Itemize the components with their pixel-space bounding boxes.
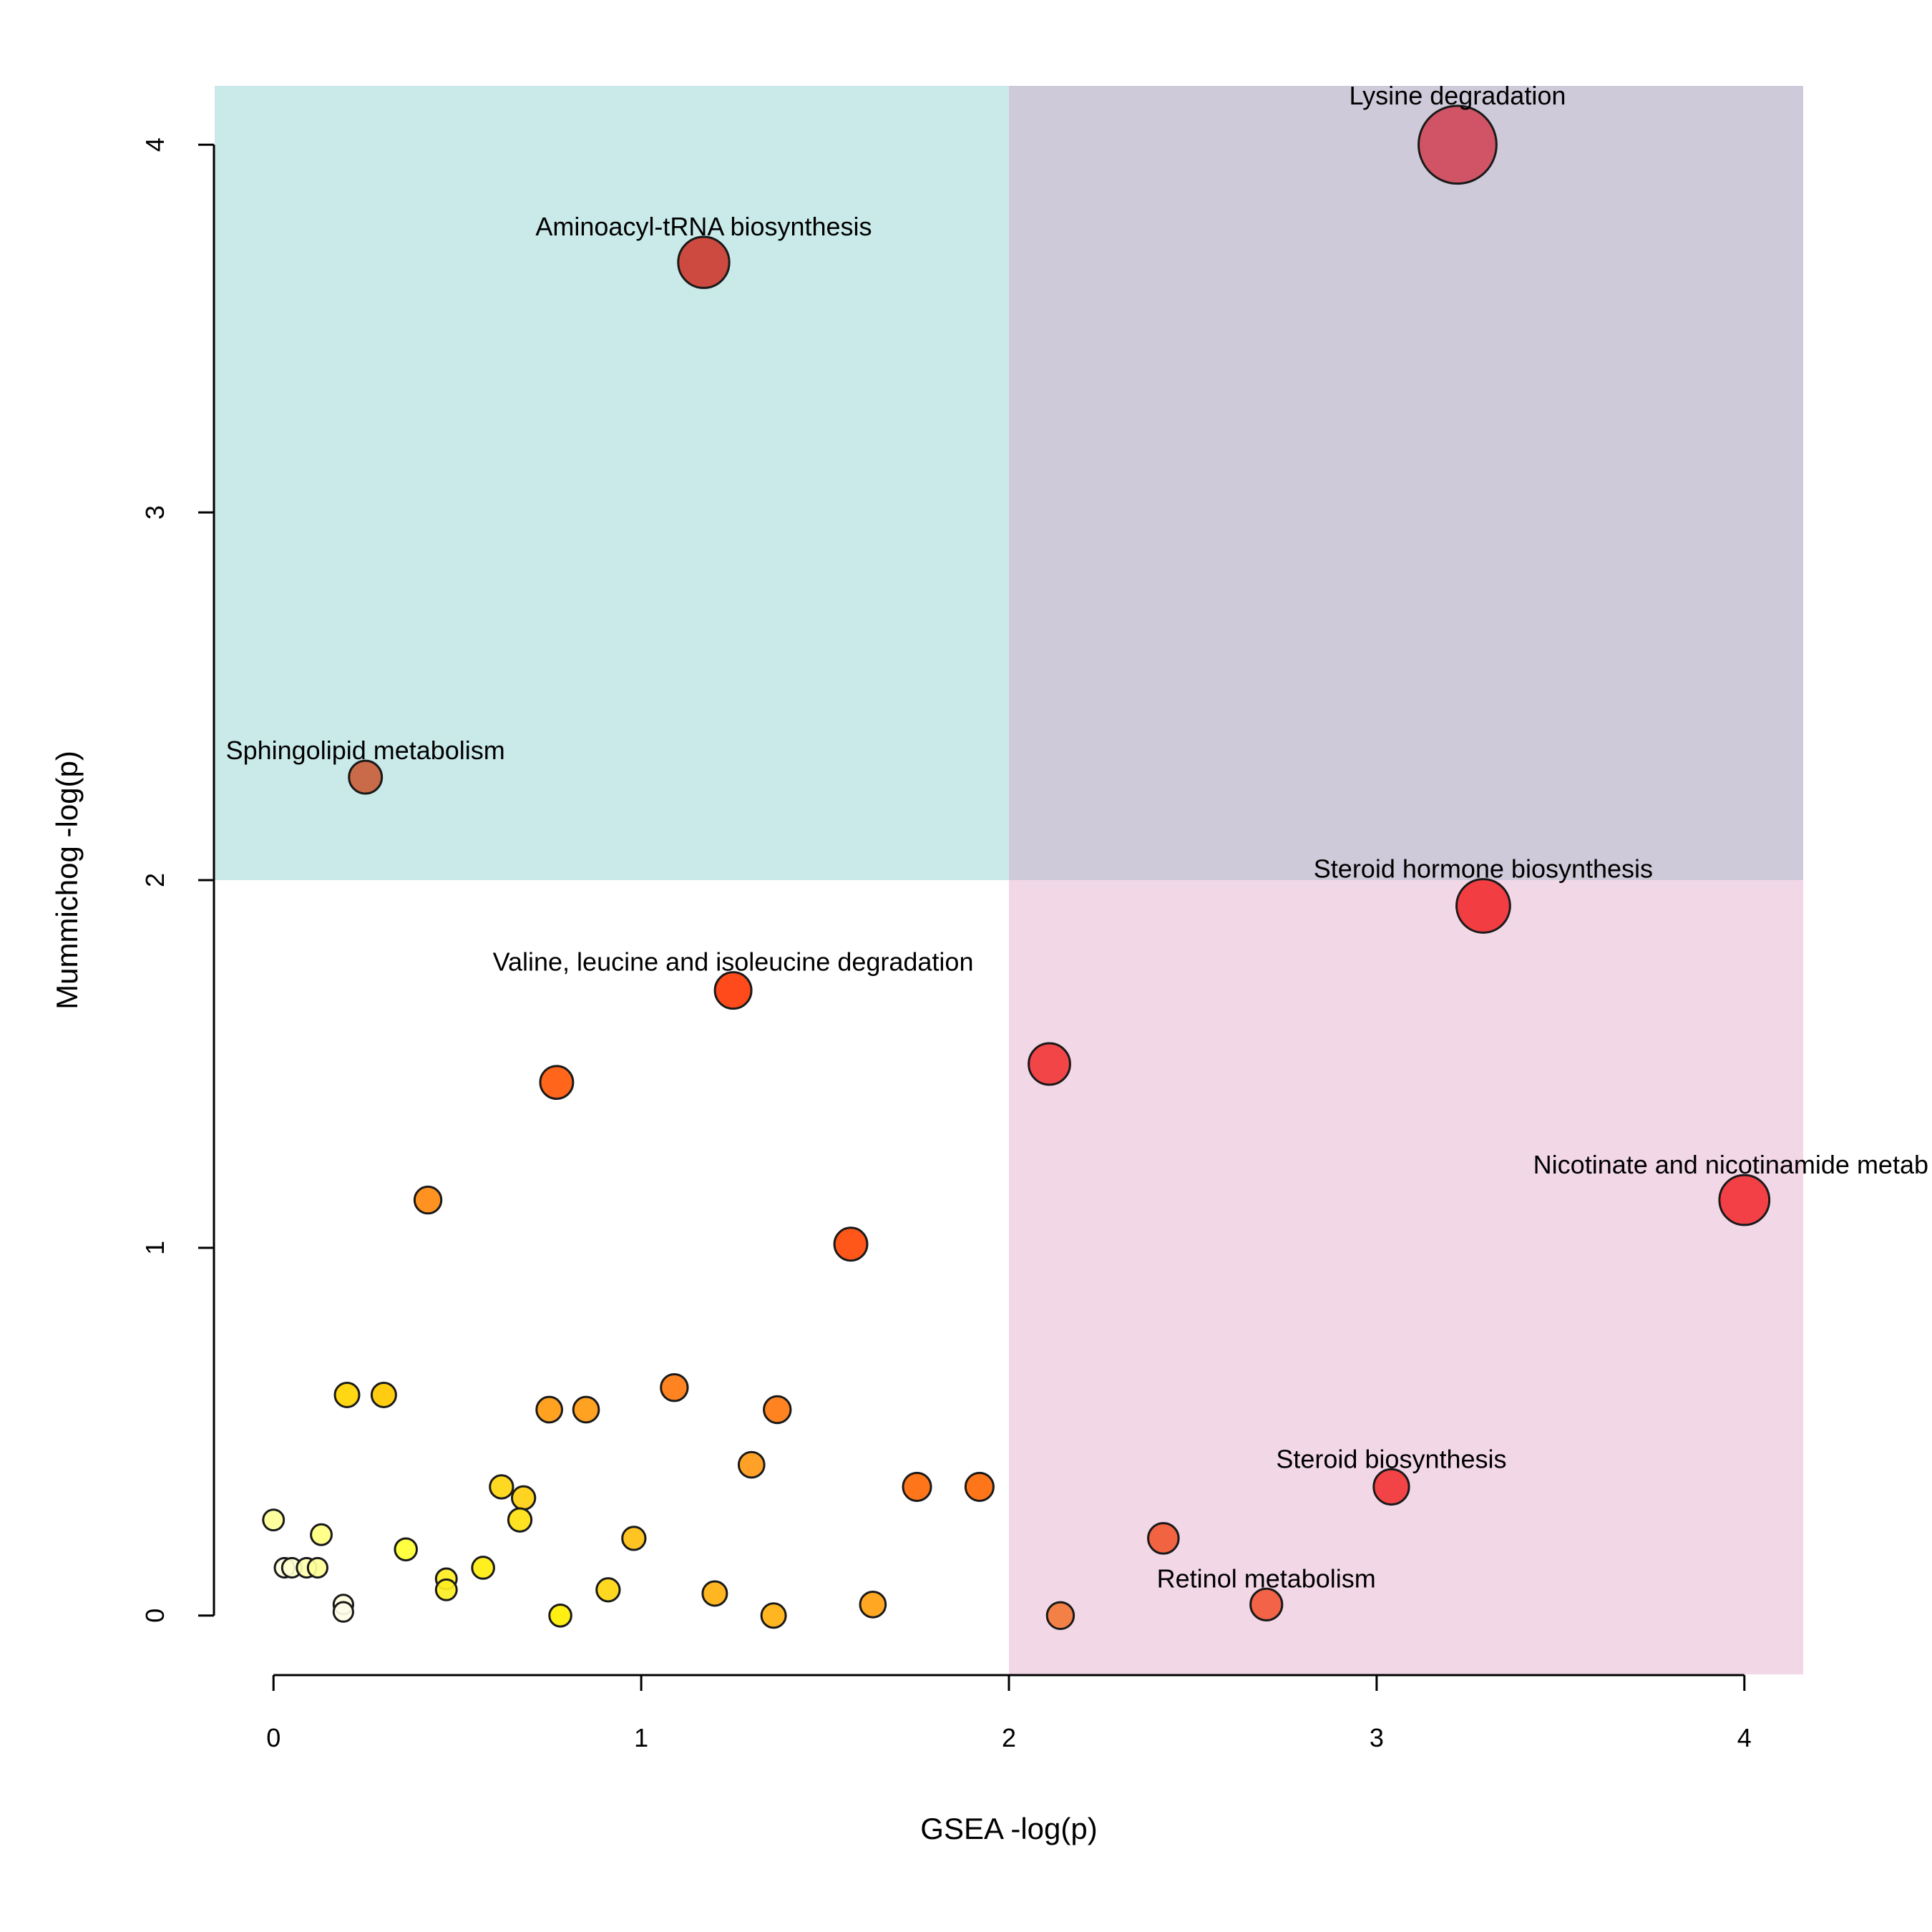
point-label: Sphingolipid metabolism bbox=[226, 736, 505, 765]
data-point bbox=[539, 1065, 575, 1101]
x-tick-label: 2 bbox=[1002, 1723, 1016, 1752]
point-label: Nicotinate and nicotinamide metab bbox=[1533, 1150, 1928, 1179]
point-label: Retinol metabolism bbox=[1157, 1563, 1376, 1593]
data-point bbox=[677, 235, 731, 289]
x-axis-title: GSEA -log(p) bbox=[920, 1812, 1097, 1845]
data-point bbox=[1455, 878, 1511, 934]
data-point bbox=[434, 1578, 458, 1601]
quadrant-bottom-right bbox=[1009, 880, 1803, 1674]
data-point bbox=[833, 1226, 869, 1262]
data-point bbox=[1418, 104, 1498, 185]
point-label: Lysine degradation bbox=[1349, 81, 1566, 110]
data-point bbox=[572, 1395, 600, 1424]
y-axis-title: Mummichog -log(p) bbox=[50, 751, 84, 1010]
point-label: Steroid biosynthesis bbox=[1276, 1444, 1506, 1473]
data-point bbox=[507, 1507, 533, 1533]
point-labels: Lysine degradation Aminoacyl-tRNA biosynt… bbox=[226, 81, 1928, 1593]
y-tick-label: 0 bbox=[140, 1609, 170, 1623]
y-tick-label: 4 bbox=[140, 137, 170, 152]
data-point bbox=[262, 1508, 286, 1532]
data-point bbox=[859, 1591, 887, 1619]
x-tick-label: 0 bbox=[266, 1723, 280, 1752]
data-point bbox=[1372, 1468, 1410, 1506]
data-point bbox=[701, 1580, 728, 1607]
data-point bbox=[348, 759, 384, 795]
x-tick-label: 4 bbox=[1737, 1723, 1752, 1752]
y-axis: 0 1 2 3 4 bbox=[140, 137, 215, 1623]
point-label: Steroid hormone biosynthesis bbox=[1314, 854, 1653, 884]
data-point bbox=[511, 1485, 537, 1511]
data-point bbox=[535, 1395, 563, 1424]
quadrant-top-left bbox=[215, 86, 1009, 880]
data-point bbox=[306, 1556, 328, 1579]
data-point bbox=[1718, 1174, 1771, 1226]
data-point bbox=[413, 1185, 443, 1215]
data-point bbox=[660, 1372, 689, 1402]
data-point bbox=[595, 1577, 621, 1603]
data-point bbox=[1249, 1587, 1284, 1621]
data-point bbox=[489, 1474, 514, 1500]
data-point bbox=[763, 1395, 792, 1425]
y-tick-label: 1 bbox=[140, 1241, 170, 1255]
data-point bbox=[1045, 1601, 1075, 1630]
data-point bbox=[548, 1603, 572, 1628]
data-point bbox=[760, 1602, 787, 1629]
quadrant-backgrounds bbox=[215, 86, 1803, 1674]
data-point bbox=[394, 1537, 419, 1562]
y-tick-label: 3 bbox=[140, 505, 170, 519]
y-tick-label: 2 bbox=[140, 873, 170, 887]
data-point bbox=[471, 1556, 495, 1580]
data-point bbox=[332, 1601, 354, 1623]
data-point bbox=[370, 1381, 397, 1408]
data-point bbox=[1028, 1042, 1071, 1086]
quadrant-top-right bbox=[1009, 86, 1803, 880]
data-point bbox=[902, 1471, 932, 1502]
data-point bbox=[964, 1471, 995, 1502]
x-tick-label: 1 bbox=[634, 1723, 648, 1752]
data-point bbox=[333, 1381, 361, 1408]
point-label: Aminoacyl-tRNA biosynthesis bbox=[535, 212, 872, 241]
data-point bbox=[621, 1526, 647, 1551]
point-label: Valine, leucine and isoleucine degradati… bbox=[493, 947, 974, 977]
x-tick-label: 3 bbox=[1370, 1723, 1384, 1752]
data-point bbox=[737, 1450, 766, 1479]
x-axis: 0 1 2 3 4 bbox=[266, 1674, 1752, 1752]
data-point bbox=[310, 1523, 333, 1546]
data-points bbox=[262, 104, 1771, 1630]
data-point bbox=[713, 971, 753, 1010]
data-point bbox=[1147, 1522, 1180, 1555]
